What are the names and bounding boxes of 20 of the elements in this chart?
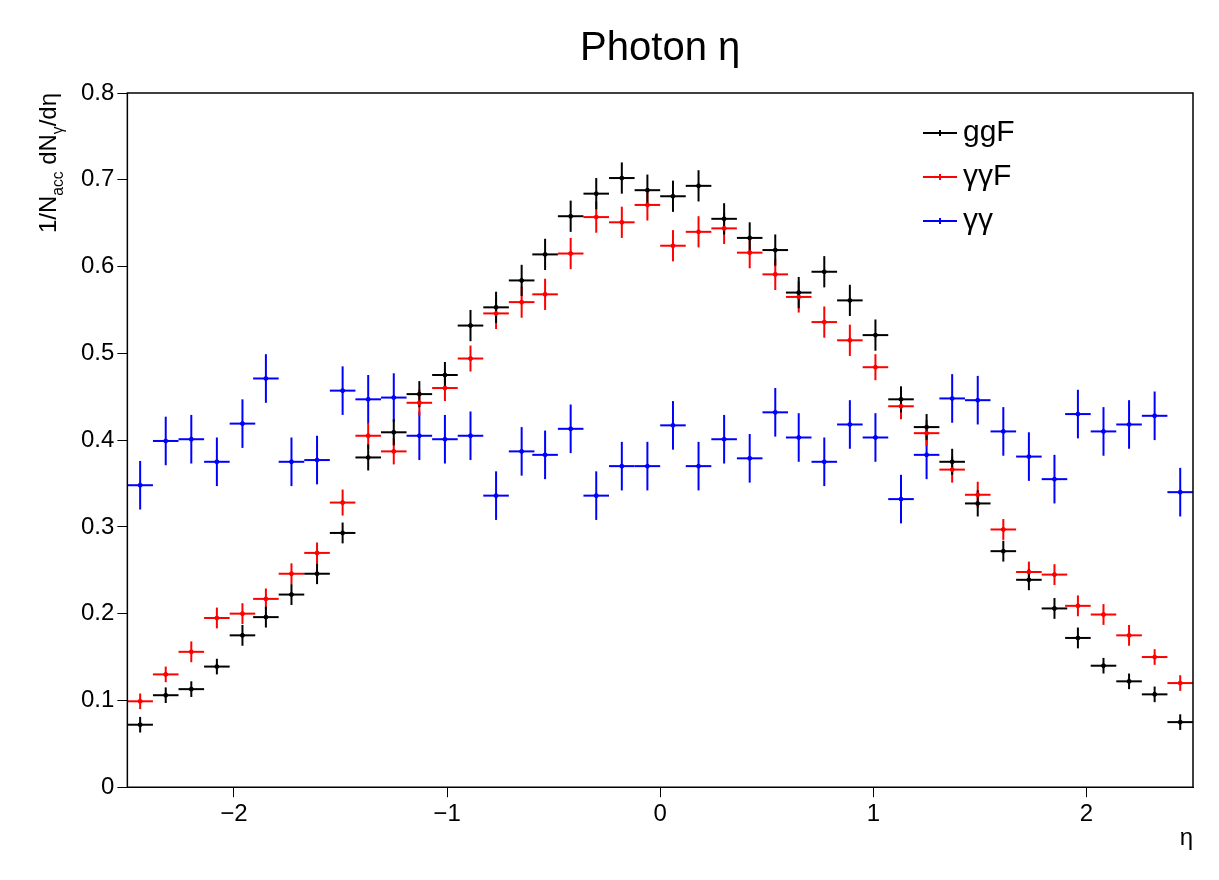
x-tick-label: 1	[866, 799, 880, 827]
y-tick-label: 0.1	[80, 685, 115, 713]
x-tick-label: −1	[433, 799, 461, 827]
legend-label: γγ	[963, 202, 993, 236]
x-tick-label: 2	[1079, 799, 1094, 827]
y-tick-label: 0.6	[80, 251, 115, 279]
legend-label: ggF	[963, 114, 1015, 148]
y-tick-label: 0.3	[80, 511, 115, 539]
y-tick-label: 0.5	[80, 337, 115, 365]
y-tick-label: 0	[101, 771, 115, 799]
y-tick-label: 0.8	[80, 77, 115, 105]
chart-title: Photon η	[580, 24, 741, 68]
x-axis-title: η	[1179, 823, 1193, 851]
x-tick-label: −2	[220, 799, 248, 827]
y-tick-label: 0.2	[80, 598, 115, 626]
y-axis-title: 1/Nacc dNγ/dη	[34, 92, 67, 234]
x-tick-label: 0	[653, 799, 667, 827]
y-tick-label: 0.7	[80, 164, 115, 192]
legend-label: γγF	[963, 158, 1012, 192]
y-tick-label: 0.4	[80, 424, 115, 452]
